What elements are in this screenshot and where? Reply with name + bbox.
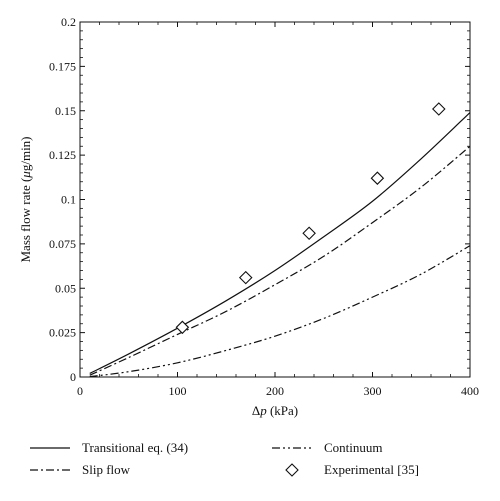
data-point-experimental-35 xyxy=(175,320,190,335)
series-line-continuum xyxy=(89,245,471,378)
x-tick-label: 200 xyxy=(266,384,284,398)
legend-label-transitional-eq-34: Transitional eq. (34) xyxy=(82,440,188,455)
y-tick-label: 0.125 xyxy=(49,148,76,162)
y-axis-title-symbol: μ xyxy=(18,171,33,179)
x-tick-label: 400 xyxy=(461,384,479,398)
data-point-experimental-35 xyxy=(432,102,446,116)
x-tick-label: 100 xyxy=(169,384,187,398)
x-axis-title-symbol: p xyxy=(259,403,267,418)
x-axis-title-prefix: Δ xyxy=(252,403,260,418)
y-tick-label: 0.1 xyxy=(61,193,76,207)
data-point-experimental-35 xyxy=(238,270,253,285)
y-tick-label: 0.05 xyxy=(55,281,76,295)
data-point-experimental-35 xyxy=(302,226,316,241)
y-axis-title: Mass flow rate (μg/min) xyxy=(18,136,33,262)
x-axis-title-unit: (kPa) xyxy=(267,403,298,418)
y-tick-label: 0.075 xyxy=(49,237,76,251)
plot-area xyxy=(89,102,471,378)
legend-label-continuum: Continuum xyxy=(324,440,383,455)
y-tick-label: 0.2 xyxy=(61,15,76,29)
y-axis-title-prefix: Mass flow rate ( xyxy=(18,178,33,263)
x-tick-label: 300 xyxy=(364,384,382,398)
series-line-slip-flow xyxy=(89,145,471,376)
y-tick-label: 0.175 xyxy=(49,59,76,73)
axes: 0 100 200 300 400 0 0.025 0.05 0.075 0.1 0.125 0.15… xyxy=(18,15,479,418)
x-axis-title: Δp (kPa) xyxy=(252,403,298,418)
legend-symbol-experimental-35 xyxy=(285,463,299,477)
legend-label-slip-flow: Slip flow xyxy=(82,462,131,477)
plot-frame xyxy=(79,21,471,378)
legend-label-experimental-35: Experimental [35] xyxy=(324,462,419,477)
legend: Transitional eq. (34) Continuum Slip flow E… xyxy=(30,440,419,477)
y-tick-label: 0.15 xyxy=(55,104,76,118)
x-tick-label: 0 xyxy=(77,384,83,398)
y-axis-title-suffix: g/min) xyxy=(18,136,33,171)
y-tick-label: 0.025 xyxy=(49,326,76,340)
y-tick-label: 0 xyxy=(70,370,76,384)
data-point-experimental-35 xyxy=(370,171,385,185)
series-line-transitional-eq-34 xyxy=(89,112,471,374)
